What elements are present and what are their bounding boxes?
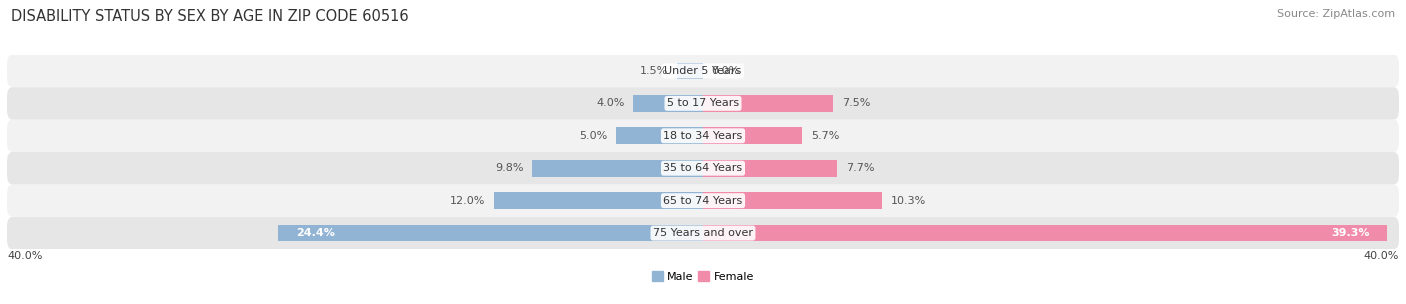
FancyBboxPatch shape — [7, 119, 1399, 152]
Text: 39.3%: 39.3% — [1331, 228, 1369, 238]
Text: 18 to 34 Years: 18 to 34 Years — [664, 131, 742, 141]
Text: 0.0%: 0.0% — [711, 66, 740, 76]
Bar — [703, 225, 1386, 241]
Text: 4.0%: 4.0% — [596, 98, 624, 108]
Text: 12.0%: 12.0% — [450, 196, 485, 206]
Text: 5.7%: 5.7% — [811, 131, 839, 141]
Bar — [633, 95, 703, 112]
Legend: Male, Female: Male, Female — [647, 267, 759, 287]
FancyBboxPatch shape — [7, 87, 1399, 119]
Bar — [703, 192, 882, 209]
FancyBboxPatch shape — [7, 152, 1399, 185]
Bar — [495, 192, 703, 209]
Text: 10.3%: 10.3% — [891, 196, 927, 206]
Bar — [703, 127, 803, 144]
Text: 9.8%: 9.8% — [495, 163, 524, 173]
FancyBboxPatch shape — [7, 55, 1399, 87]
Bar — [533, 160, 703, 177]
Text: DISABILITY STATUS BY SEX BY AGE IN ZIP CODE 60516: DISABILITY STATUS BY SEX BY AGE IN ZIP C… — [11, 9, 409, 24]
Bar — [703, 95, 834, 112]
Text: 5.0%: 5.0% — [579, 131, 607, 141]
Text: 7.5%: 7.5% — [842, 98, 870, 108]
Text: Under 5 Years: Under 5 Years — [665, 66, 741, 76]
Text: 40.0%: 40.0% — [7, 251, 42, 261]
FancyBboxPatch shape — [7, 185, 1399, 217]
Text: 75 Years and over: 75 Years and over — [652, 228, 754, 238]
Bar — [278, 225, 703, 241]
Text: 7.7%: 7.7% — [845, 163, 875, 173]
Bar — [676, 63, 703, 79]
Text: Source: ZipAtlas.com: Source: ZipAtlas.com — [1277, 9, 1395, 19]
Text: 5 to 17 Years: 5 to 17 Years — [666, 98, 740, 108]
Text: 24.4%: 24.4% — [295, 228, 335, 238]
FancyBboxPatch shape — [7, 217, 1399, 249]
Text: 40.0%: 40.0% — [1364, 251, 1399, 261]
Text: 1.5%: 1.5% — [640, 66, 668, 76]
Text: 65 to 74 Years: 65 to 74 Years — [664, 196, 742, 206]
Bar — [703, 160, 837, 177]
Text: 35 to 64 Years: 35 to 64 Years — [664, 163, 742, 173]
Bar — [616, 127, 703, 144]
